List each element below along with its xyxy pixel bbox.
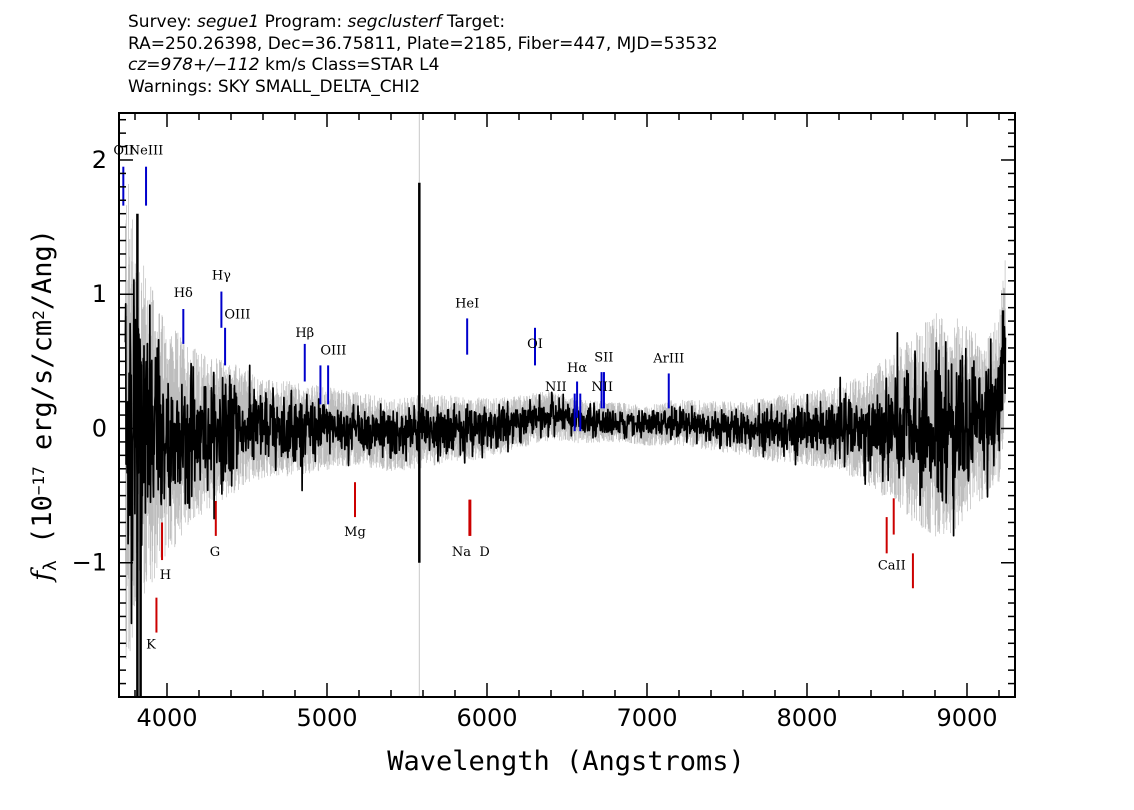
emission-line-label-1: NeIII	[129, 144, 163, 159]
emission-line-label-15: ArIII	[652, 352, 684, 367]
plot-frame	[118, 112, 1016, 698]
emission-line-label-6: OIII	[320, 344, 346, 359]
header-line-survey: Survey: segue1 Program: segclusterf Targ…	[128, 12, 506, 32]
absorption-line-label-3: Mg	[344, 525, 366, 540]
x-tick-label: 4000	[136, 704, 197, 732]
line-markers: OIINeIIIHδHγOIIIHβOIIIHeIOINIIHαSIINIIAr…	[113, 144, 914, 653]
survey-name: segue1	[197, 12, 260, 32]
emission-line-label-8: HeI	[455, 297, 479, 312]
y-axis-title: fλ (10−17 erg/s/cm2/Ang)	[27, 229, 61, 583]
absorption-line-label-4: Na	[452, 545, 471, 560]
spectrum-header: Survey: segue1 Program: segclusterf Targ…	[128, 12, 718, 98]
absorption-line-label-0: K	[146, 638, 156, 653]
class-value: Class=STAR L4	[311, 55, 440, 75]
flux-line	[124, 279, 1007, 625]
y-tick-label: −1	[72, 549, 107, 577]
x-tick-label: 8000	[776, 704, 837, 732]
header-line-redshift: cz=978+/−112 km/s Class=STAR L4	[128, 55, 440, 75]
absorption-line-label-6: CaII	[878, 558, 906, 573]
x-axis-title: Wavelength (Angstroms)	[387, 746, 745, 777]
header-line-coordinates: RA=250.26398, Dec=36.75811, Plate=2185, …	[128, 33, 718, 54]
emission-line-label-5: Hβ	[295, 326, 314, 341]
y-tick-label: 2	[92, 146, 107, 174]
x-tick-label: 5000	[296, 704, 357, 732]
x-tick-label: 6000	[456, 704, 517, 732]
x-tick-label: 9000	[936, 704, 997, 732]
redshift-value: cz=978+/−112	[128, 55, 260, 75]
program-name: segclusterf	[347, 12, 442, 32]
x-tick-label: 7000	[616, 704, 677, 732]
emission-line-label-2: Hδ	[174, 286, 193, 301]
absorption-line-label-2: G	[210, 545, 220, 560]
absorption-line-label-5: D	[479, 545, 489, 560]
flux-series	[124, 182, 1007, 697]
emission-line-label-11: Hα	[567, 361, 587, 376]
emission-line-label-13: SII	[594, 350, 613, 365]
absorption-line-label-1: H	[160, 568, 171, 583]
header-line-warnings: Warnings: SKY SMALL_DELTA_CHI2	[128, 76, 421, 97]
y-tick-label: 0	[92, 414, 107, 442]
emission-line-label-10: NII	[545, 380, 567, 395]
emission-line-label-9: OI	[527, 337, 543, 352]
y-tick-label: 1	[92, 280, 107, 308]
emission-line-label-4: OIII	[224, 307, 250, 322]
axes: 4000 5000 6000 7000 8000 9000 −1 0 1 2	[72, 112, 1016, 732]
emission-line-label-3: Hγ	[212, 268, 231, 283]
emission-line-label-14: NII	[591, 380, 613, 395]
